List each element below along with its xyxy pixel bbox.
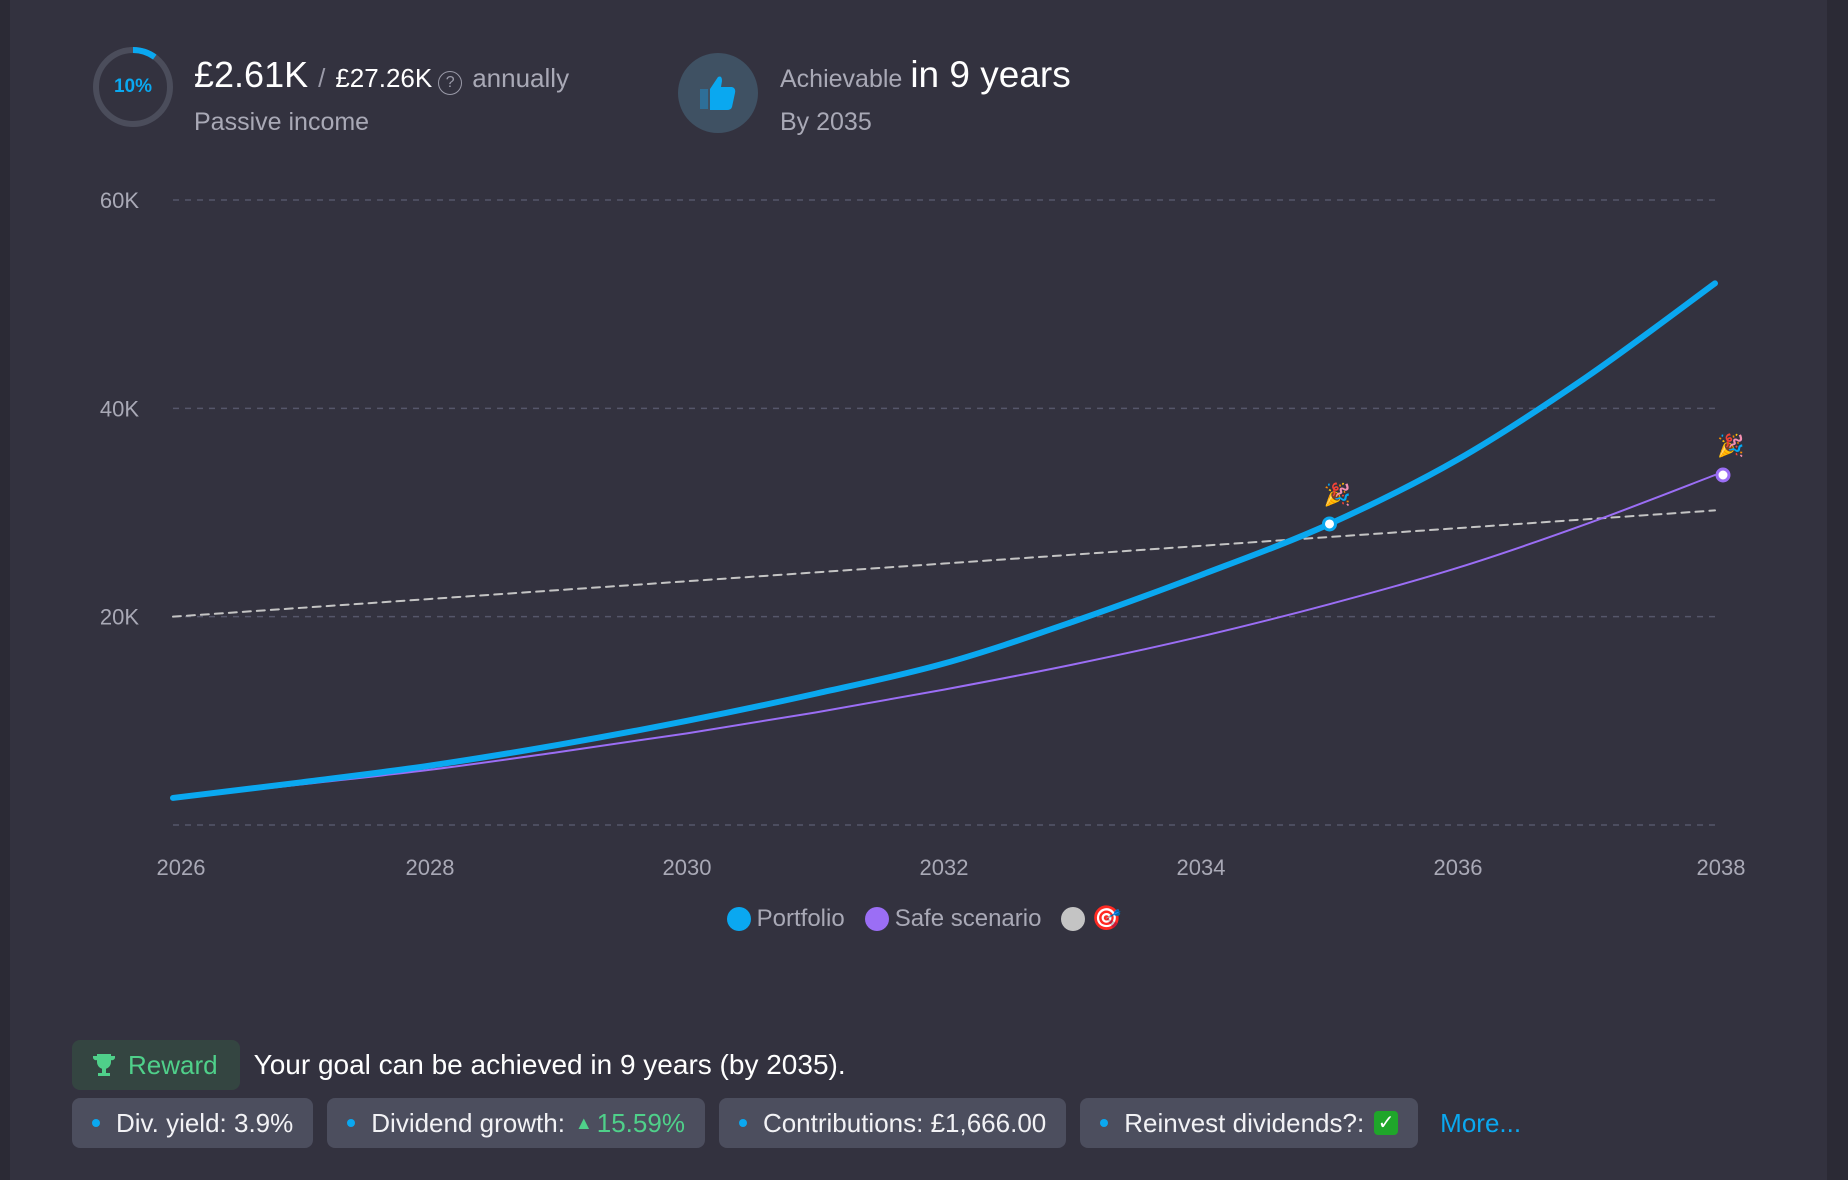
chip-label: Dividend growth: <box>371 1107 565 1138</box>
achievable-time: in 9 years <box>910 54 1071 95</box>
projection-chart: 20K 40K 60K 2026 2028 2030 2032 2034 2036 2038 🎉 🎉 <box>100 188 1746 880</box>
check-icon: ✓ <box>1374 1111 1399 1135</box>
series-line-safe-scenario <box>172 474 1716 800</box>
income-summary: £2.61K / £27.26K ? annually <box>194 54 569 96</box>
party-popper-icon: 🎉 <box>1717 433 1744 459</box>
chip-label: Div. yield: 3.9% <box>116 1107 294 1138</box>
up-arrow-icon: ▲ <box>574 1112 593 1133</box>
reward-text: Your goal can be achieved in 9 years (by… <box>253 1049 846 1080</box>
goal-marker <box>1715 467 1731 483</box>
legend-dot <box>1061 906 1086 931</box>
thumbs-up-icon <box>678 53 758 133</box>
chip-div-yield[interactable]: Div. yield: 3.9% <box>72 1098 314 1148</box>
reward-badge: Reward <box>72 1040 240 1090</box>
chip-dividend-growth[interactable]: Dividend growth: ▲ 15.59% <box>327 1098 705 1148</box>
legend-label: Portfolio <box>756 904 845 932</box>
help-icon[interactable]: ? <box>438 71 463 95</box>
trophy-icon <box>93 1054 115 1076</box>
period-label: annually <box>472 63 570 93</box>
assumption-chips: Div. yield: 3.9% Dividend growth: ▲ 15.59%… <box>72 1098 1521 1148</box>
separator: / <box>318 63 326 93</box>
legend-safe-scenario[interactable]: Safe scenario <box>864 904 1042 933</box>
current-income: £2.61K <box>194 54 309 95</box>
chip-label: Reinvest dividends?: <box>1124 1107 1365 1138</box>
legend-portfolio[interactable]: Portfolio <box>726 904 845 933</box>
chip-reinvest[interactable]: Reinvest dividends?: ✓ <box>1080 1098 1419 1148</box>
more-link[interactable]: More... <box>1440 1107 1522 1138</box>
achievable-summary: Achievable in 9 years <box>780 54 1071 96</box>
achievable-by: By 2035 <box>780 108 872 136</box>
target-icon: 🎯 <box>1091 905 1122 932</box>
achievable-label: Achievable <box>780 65 903 93</box>
goal-income: £27.26K <box>335 63 433 93</box>
legend-dot <box>864 906 889 931</box>
progress-percent: 10% <box>113 76 153 97</box>
x-tick-label: 2038 <box>1697 855 1746 880</box>
legend-target[interactable]: 🎯 <box>1061 904 1121 933</box>
x-tick-label: 2028 <box>406 855 455 880</box>
series-line-portfolio <box>170 280 1718 801</box>
progress-ring <box>93 47 173 127</box>
growth-value: 15.59% <box>596 1107 685 1138</box>
legend-dot <box>726 906 751 931</box>
series-line-🎯 <box>172 509 1716 618</box>
x-tick-label: 2034 <box>1177 855 1226 880</box>
party-popper-icon: 🎉 <box>1324 482 1351 508</box>
goal-marker <box>1322 516 1337 532</box>
y-tick-label: 20K <box>100 605 139 630</box>
y-tick-label: 60K <box>100 188 139 213</box>
x-tick-label: 2036 <box>1434 855 1483 880</box>
reward-label: Reward <box>128 1049 218 1080</box>
y-tick-label: 40K <box>100 396 139 421</box>
legend-label: Safe scenario <box>894 904 1042 932</box>
chip-contributions[interactable]: Contributions: £1,666.00 <box>718 1098 1067 1148</box>
x-tick-label: 2030 <box>663 855 712 880</box>
goal-panel <box>10 0 1827 1180</box>
income-label: Passive income <box>194 108 370 136</box>
chart-legend: Portfolio Safe scenario 🎯 <box>0 904 1848 933</box>
x-tick-label: 2026 <box>157 855 206 880</box>
x-tick-label: 2032 <box>920 855 969 880</box>
chip-label: Contributions: £1,666.00 <box>762 1107 1047 1138</box>
reward-row: Reward Your goal can be achieved in 9 ye… <box>72 1040 846 1090</box>
